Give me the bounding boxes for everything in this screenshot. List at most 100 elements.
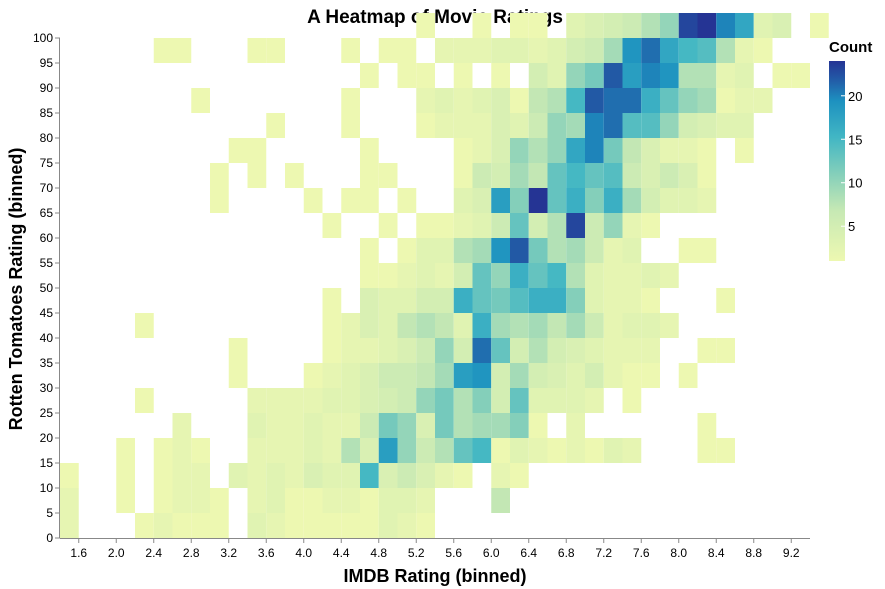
heatmap-cell (622, 38, 642, 63)
heatmap-cell (360, 288, 379, 313)
heatmap-cell (622, 438, 642, 463)
y-tick-label: 25 (40, 406, 54, 420)
heatmap-cell (397, 388, 417, 413)
heatmap-cell (510, 88, 529, 113)
heatmap-cell (585, 438, 604, 463)
heatmap-cell (341, 188, 360, 213)
heatmap-cell (547, 163, 567, 188)
heatmap-cell (191, 513, 210, 538)
heatmap-cell (472, 263, 492, 288)
heatmap-cell (491, 288, 510, 313)
heatmap-cell (360, 338, 379, 363)
heatmap-cell (285, 438, 304, 463)
heatmap-cell (528, 338, 548, 363)
heatmap-cell (153, 488, 173, 513)
heatmap-cell (528, 363, 548, 388)
x-tick-label: 8.4 (708, 546, 725, 560)
heatmap-cell (585, 288, 604, 313)
heatmap-cell (322, 438, 342, 463)
heatmap-cell (416, 313, 435, 338)
heatmap-cell (378, 463, 398, 488)
heatmap-cell (566, 238, 585, 263)
heatmap-cell (247, 513, 267, 538)
heatmap-cell (435, 113, 454, 138)
heatmap-cell (360, 163, 379, 188)
heatmap-cell (360, 188, 379, 213)
heatmap-cell (510, 138, 529, 163)
heatmap-cell (510, 113, 529, 138)
y-tick-label: 5 (46, 506, 53, 520)
heatmap-cell (266, 413, 285, 438)
y-tick-label: 80 (40, 131, 54, 145)
heatmap-cell (528, 138, 548, 163)
heatmap-cell (716, 338, 735, 363)
heatmap-cell (491, 213, 510, 238)
heatmap-cell (585, 88, 604, 113)
heatmap-cell (360, 413, 379, 438)
heatmap-cell (435, 213, 454, 238)
heatmap-cell (585, 263, 604, 288)
heatmap-cell (491, 338, 510, 363)
legend-tick-label: 5 (848, 219, 855, 234)
heatmap-cell (566, 288, 585, 313)
heatmap-cell (585, 113, 604, 138)
heatmap-cell (491, 163, 510, 188)
heatmap-cell (510, 288, 529, 313)
heatmap-cell (603, 288, 623, 313)
heatmap-cell (378, 388, 398, 413)
heatmap-cell (378, 513, 398, 538)
heatmap-cell (603, 238, 623, 263)
heatmap-cell (491, 438, 510, 463)
heatmap-cell (135, 513, 154, 538)
x-tick-label: 8.0 (670, 546, 687, 560)
heatmap-cell (510, 263, 529, 288)
x-tick-label: 4.0 (295, 546, 312, 560)
heatmap-cell (397, 338, 417, 363)
color-legend: Count 5 10 15 20 (829, 39, 872, 261)
heatmap-cell (753, 88, 773, 113)
heatmap-cell (510, 338, 529, 363)
heatmap-cell (453, 188, 473, 213)
heatmap-cell (472, 188, 492, 213)
y-tick-label: 30 (40, 381, 54, 395)
heatmap-cell (735, 88, 754, 113)
heatmap-cell (60, 463, 79, 488)
heatmap-cell (453, 338, 473, 363)
heatmap-cell (566, 388, 585, 413)
heatmap-cell (547, 113, 567, 138)
heatmap-cell (228, 363, 248, 388)
heatmap-cell (641, 113, 660, 138)
heatmap-cell (453, 138, 473, 163)
heatmap-cell (622, 313, 642, 338)
heatmap-cell (547, 238, 567, 263)
heatmap-cell (341, 313, 360, 338)
legend-tick-label: 10 (848, 176, 862, 191)
heatmap-cell (603, 313, 623, 338)
heatmap-cell (116, 488, 135, 513)
heatmap-cell (603, 138, 623, 163)
heatmap-cells (60, 13, 829, 538)
x-tick-label: 2.4 (145, 546, 162, 560)
heatmap-cell (322, 363, 342, 388)
heatmap-cell (697, 113, 717, 138)
legend-gradient-bar (829, 61, 845, 261)
y-tick-label: 60 (40, 231, 54, 245)
heatmap-cell (191, 438, 210, 463)
heatmap-cell (416, 463, 435, 488)
heatmap-cell (641, 13, 660, 38)
heatmap-cell (491, 263, 510, 288)
heatmap-cell (303, 413, 323, 438)
heatmap-cell (697, 38, 717, 63)
heatmap-cell (603, 438, 623, 463)
heatmap-cell (322, 463, 342, 488)
heatmap-cell (547, 138, 567, 163)
heatmap-cell (453, 263, 473, 288)
heatmap-cell (491, 313, 510, 338)
heatmap-cell (697, 188, 717, 213)
heatmap-cell (472, 388, 492, 413)
heatmap-cell (378, 363, 398, 388)
heatmap-cell (378, 313, 398, 338)
heatmap-cell (585, 38, 604, 63)
heatmap-cell (453, 288, 473, 313)
heatmap-cell (303, 463, 323, 488)
